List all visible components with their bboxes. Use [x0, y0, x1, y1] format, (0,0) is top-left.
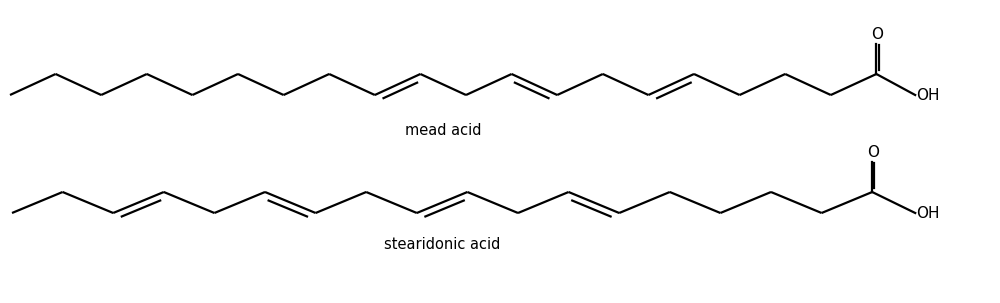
Text: O: O: [871, 27, 884, 42]
Text: mead acid: mead acid: [405, 123, 481, 138]
Text: OH: OH: [916, 88, 940, 102]
Text: stearidonic acid: stearidonic acid: [384, 237, 500, 252]
Text: O: O: [867, 145, 879, 160]
Text: OH: OH: [916, 205, 940, 221]
